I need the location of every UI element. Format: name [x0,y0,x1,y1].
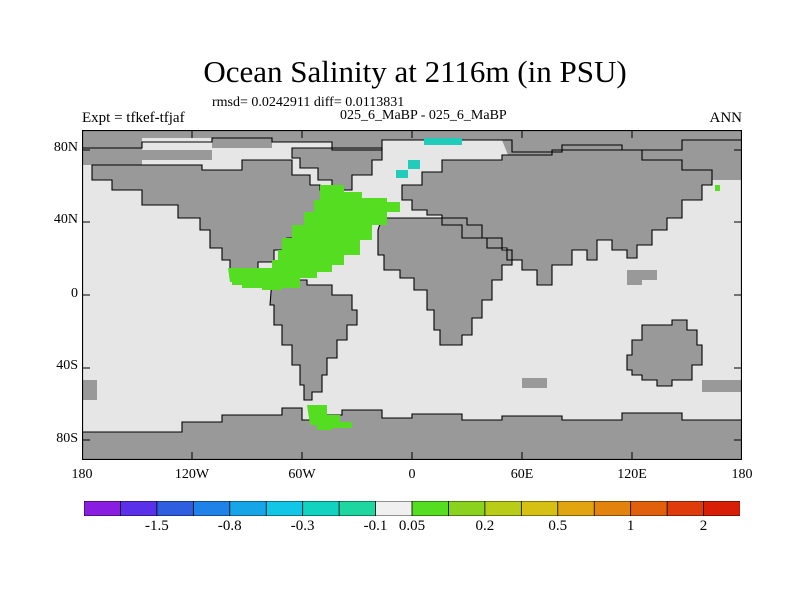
colorbar-label: 0.2 [475,518,495,534]
africa [378,218,512,345]
salinity-map [82,130,742,460]
colorbar-swatch [484,501,523,516]
land-masses [82,130,742,460]
arctic-teal-1 [424,138,462,145]
colorbar-swatch [520,501,559,516]
arctic-strip [82,150,212,165]
chart-title: Ocean Salinity at 2116m (in PSU) [203,54,627,89]
south-patch-right [702,380,742,392]
lon-tick-120w: 120W [174,467,210,482]
colorbar-swatch [630,501,668,516]
season-label: ANN [709,110,743,126]
colorbar-swatch [557,501,595,516]
australia [627,320,702,386]
arctic-teal-2 [408,160,420,169]
colorbar-swatch [338,501,377,516]
colorbar-swatch [375,501,413,516]
antarctic-green [307,405,352,430]
colorbar-label: 1 [626,518,635,534]
colorbar [84,501,740,516]
colorbar-swatch [156,501,195,516]
colorbar-swatch [302,501,340,516]
colorbar-label: -0.8 [217,518,242,534]
south-patch-mid [522,378,547,388]
lon-tick-0: 0 [408,467,416,482]
lon-tick-120e: 120E [617,467,647,482]
lat-tick-40s: 40S [56,358,78,373]
colorbar-swatch [666,501,705,516]
arctic-teal-3 [396,170,408,178]
colorbar-label: 2 [699,518,708,534]
lat-tick-0: 0 [71,286,78,301]
caribbean-green [228,268,282,285]
lon-tick-180e: 180 [731,467,753,482]
colorbar-swatch [84,501,122,516]
arabia [502,225,537,255]
south-patch-left [82,380,97,400]
lon-tick-60w: 60W [288,467,316,482]
colorbar-label: -0.1 [363,518,388,534]
lon-tick-180w: 180 [71,467,93,482]
antarctica [82,408,742,460]
experiment-label: Expt = tfkef-tfjaf [82,110,185,126]
colorbar-swatch [411,501,450,516]
arctic-land [82,130,742,152]
coastlines [82,137,742,433]
colorbar-label: -0.3 [290,518,315,534]
map-canvas [82,130,742,460]
se-asia-islands [627,270,657,285]
atlantic-green [232,185,400,290]
colorbar-label: 0.05 [398,518,426,534]
colorbar-swatch [448,501,486,516]
lat-tick-80s: 80S [56,431,78,446]
tick-marks [82,130,742,460]
lat-tick-40n: 40N [53,212,78,227]
lon-tick-60e: 60E [510,467,534,482]
colorbar-swatch [593,501,632,516]
colorbar-label: -1.5 [145,518,169,534]
lat-tick-80n: 80N [53,140,78,155]
colorbar-swatch [192,501,231,516]
colorbar-label: 0.5 [548,518,568,534]
greenland [292,148,382,190]
negative-anomaly-regions [396,138,462,178]
positive-anomaly-regions [228,185,720,430]
south-america [270,280,357,400]
eurasia [402,150,712,285]
pacific-green-dot [715,185,720,191]
north-america [92,160,342,278]
experiment-periods: 025_6_MaBP - 025_6_MaBP [340,108,507,123]
colorbar-swatch [120,501,158,516]
rmsd-diff-text: rmsd= 0.0242911 diff= 0.0113831 [212,95,405,110]
colorbar-swatch [265,501,304,516]
colorbar-swatch [703,501,740,516]
colorbar-swatch [229,501,267,516]
